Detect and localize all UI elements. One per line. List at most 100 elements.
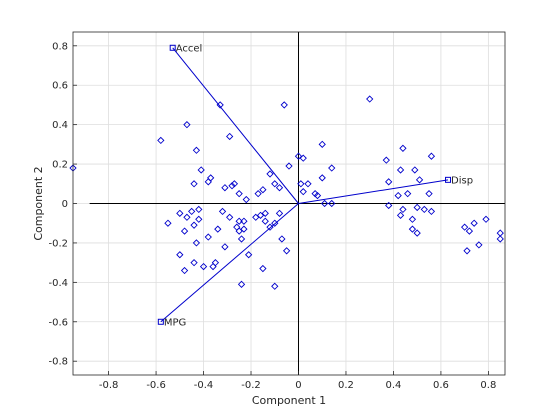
data-point [228, 182, 236, 190]
data-point [192, 239, 201, 247]
data-point [199, 262, 208, 271]
y-tick-label: 0.6 [52, 81, 68, 92]
data-point [427, 207, 436, 216]
data-point [385, 178, 393, 186]
vector-label-mpg: MPG [164, 317, 186, 328]
vector-mpg [160, 203, 299, 323]
data-point [404, 190, 412, 198]
data-point [385, 201, 393, 210]
x-tick-label: 0.6 [433, 380, 449, 391]
y-tick-label: -0.4 [48, 278, 68, 289]
loading-vectors: Accel Disp MPG [157, 43, 473, 328]
data-point [420, 205, 428, 214]
vector-label-disp: Disp [451, 175, 473, 186]
data-point [366, 95, 374, 103]
y-tick-label: 0.2 [52, 160, 68, 171]
data-point [190, 259, 198, 267]
data-point [259, 186, 267, 194]
data-point [425, 190, 433, 198]
data-point [280, 101, 288, 109]
data-point [299, 188, 307, 196]
data-point [204, 178, 212, 186]
data-point [413, 229, 421, 237]
data-point [465, 227, 474, 235]
x-tick-label: 0.2 [338, 380, 354, 391]
data-point [259, 264, 267, 273]
x-tick-label: -0.8 [99, 380, 119, 391]
vector-tip-mpg [157, 318, 164, 325]
y-tick-label: -0.2 [48, 238, 68, 249]
x-tick-label: -0.6 [146, 380, 166, 391]
data-point [299, 154, 307, 162]
data-point [470, 219, 478, 227]
data-point [240, 225, 248, 233]
y-tick-label: -0.6 [48, 317, 68, 328]
data-point [399, 205, 407, 214]
data-point [328, 164, 336, 172]
data-point [188, 207, 196, 216]
data-point [413, 203, 421, 212]
data-point [157, 136, 165, 145]
data-point [230, 180, 239, 188]
data-point [304, 180, 312, 188]
data-point [195, 215, 203, 223]
y-ticks: -0.8 -0.6 -0.4 -0.2 0 0.2 0.4 0.6 0.8 [48, 41, 77, 368]
data-point [195, 205, 203, 214]
data-point [256, 211, 265, 219]
score-points [69, 95, 504, 290]
data-point [415, 176, 424, 184]
data-point [176, 251, 184, 259]
x-axis-label: Component 1 [252, 394, 326, 407]
vector-disp [298, 179, 449, 204]
data-point [245, 251, 253, 259]
data-point [197, 166, 205, 174]
x-tick-label: -0.4 [194, 380, 214, 391]
x-tick-label: 0 [295, 380, 301, 391]
data-point [261, 209, 269, 217]
data-point [218, 207, 227, 216]
data-point [266, 223, 274, 231]
data-point [271, 219, 279, 227]
data-point [240, 217, 248, 225]
data-point [235, 217, 243, 225]
data-point [242, 195, 250, 204]
data-point [235, 227, 243, 235]
data-point [427, 152, 436, 160]
data-point [411, 166, 419, 174]
data-point [408, 215, 417, 223]
data-point [254, 190, 262, 198]
data-point [183, 121, 191, 129]
data-point [266, 170, 274, 178]
y-tick-label: 0 [62, 199, 68, 210]
data-point [214, 225, 222, 233]
data-point [396, 211, 405, 219]
vector-tip-disp [445, 176, 452, 183]
data-point [328, 199, 336, 208]
data-point [482, 215, 490, 223]
data-point [221, 184, 229, 192]
data-point [183, 213, 191, 221]
vector-label-accel: Accel [176, 43, 203, 54]
y-axis-label: Component 2 [32, 166, 45, 240]
x-tick-label: -0.2 [241, 380, 261, 391]
x-ticks: -0.8 -0.6 -0.4 -0.2 0 0.2 0.4 0.6 0.8 [99, 371, 496, 391]
data-point [496, 235, 504, 243]
y-tick-label: -0.8 [48, 357, 68, 368]
data-point [192, 146, 201, 154]
data-point [180, 266, 189, 275]
data-point [294, 152, 303, 160]
data-point [235, 190, 243, 198]
data-point [320, 199, 329, 208]
data-point [271, 282, 279, 290]
data-point [318, 174, 326, 182]
vector-tip-accel [169, 44, 176, 51]
data-point [396, 166, 405, 174]
data-point [261, 217, 269, 225]
data-point [190, 221, 198, 229]
vector-accel [172, 47, 299, 204]
x-tick-label: 0.4 [385, 380, 401, 391]
data-point [226, 132, 234, 141]
y-tick-label: 0.4 [52, 120, 68, 131]
data-point [275, 209, 284, 217]
